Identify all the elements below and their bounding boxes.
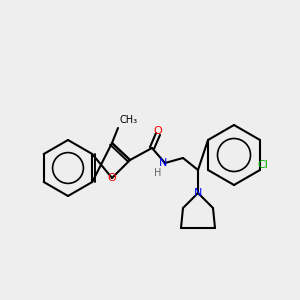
- Text: H: H: [154, 168, 162, 178]
- Text: N: N: [159, 158, 167, 168]
- Text: Cl: Cl: [257, 160, 268, 170]
- Text: N: N: [194, 188, 202, 198]
- Text: O: O: [154, 126, 162, 136]
- Text: O: O: [108, 173, 116, 183]
- Text: CH₃: CH₃: [120, 115, 138, 125]
